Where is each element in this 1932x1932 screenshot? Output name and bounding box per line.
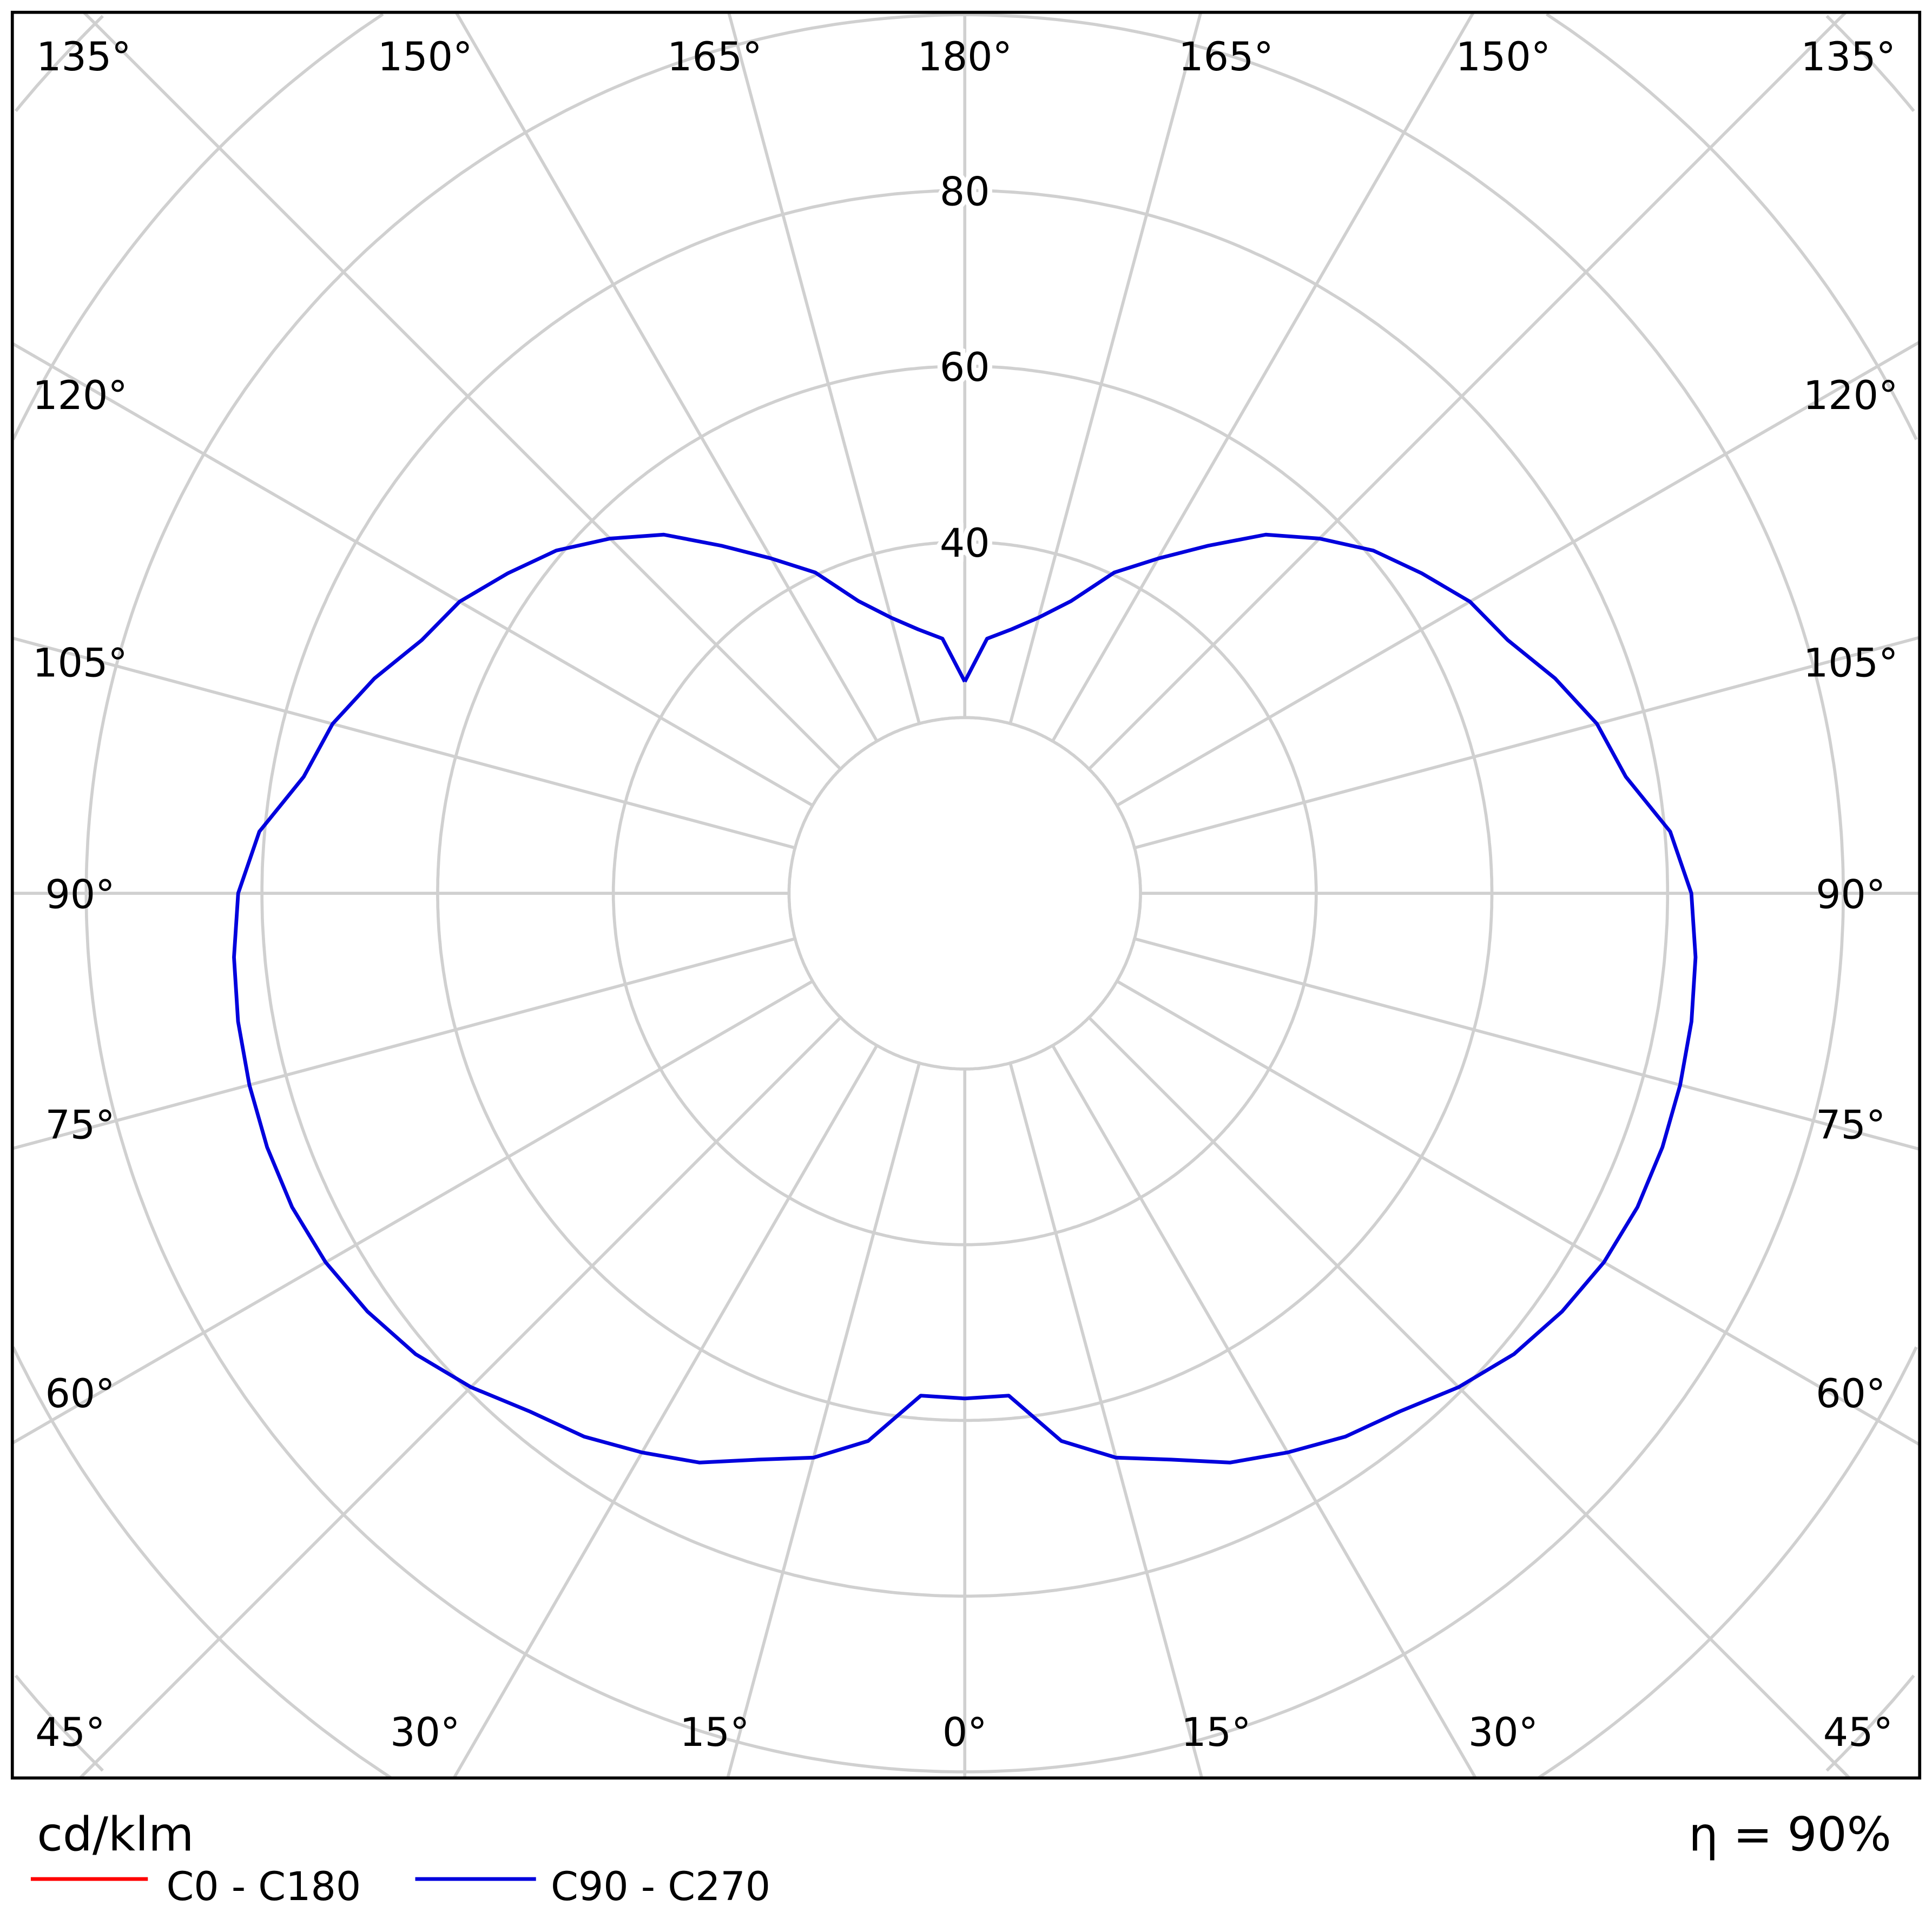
angle-label: 90° <box>1816 872 1885 918</box>
angle-label: 45° <box>1823 1710 1893 1756</box>
angle-label: 30° <box>390 1710 460 1756</box>
grid-circle <box>787 716 1142 1071</box>
angle-label: 165° <box>667 34 762 80</box>
angle-label: 180° <box>917 34 1012 80</box>
grid-spoke <box>727 12 921 724</box>
grid-spoke <box>1134 937 1920 1151</box>
angle-label: 105° <box>32 640 128 686</box>
legend-label-c0-c180: C0 - C180 <box>166 1864 361 1910</box>
grid-spoke <box>1116 340 1921 807</box>
grid-spoke <box>452 1044 879 1779</box>
grid-spoke <box>12 636 796 849</box>
angle-label: 165° <box>1178 34 1274 80</box>
grid-spoke <box>1051 11 1475 742</box>
efficiency-label: η = 90% <box>1689 1808 1891 1862</box>
polar-grid <box>11 11 1921 1779</box>
grid-spoke <box>1008 12 1203 724</box>
angle-label: 120° <box>1803 373 1898 419</box>
angle-label: 75° <box>45 1102 115 1148</box>
grid-circle <box>14 15 1915 1772</box>
grid-spoke <box>1116 980 1921 1446</box>
angle-label: 90° <box>45 872 115 918</box>
grid-spoke <box>11 342 814 807</box>
angle-label: 60° <box>45 1371 115 1417</box>
grid-spoke <box>1134 636 1920 849</box>
angle-label: 45° <box>35 1710 105 1756</box>
grid-spoke <box>12 937 796 1150</box>
angle-label: 150° <box>378 34 473 80</box>
grid-spoke <box>454 11 879 742</box>
grid-spoke <box>82 11 842 770</box>
grid-spoke <box>1087 11 1847 770</box>
angle-label: 15° <box>680 1710 749 1756</box>
grid-spoke <box>79 1016 842 1779</box>
unit-label: cd/klm <box>37 1808 194 1862</box>
plot-frame <box>10 10 1922 1780</box>
curves <box>232 532 1698 1465</box>
angle-label: 150° <box>1456 34 1551 80</box>
angle-label: 135° <box>36 34 131 80</box>
angle-label: 120° <box>32 373 128 419</box>
labels: 40 60 80 135° 150° 165° 180° 165° 150° 135° 45° 30°… <box>32 34 1898 1756</box>
angle-label: 105° <box>1803 640 1898 686</box>
series-line-c90-c270 <box>232 532 1698 1465</box>
angle-label: 60° <box>1816 1371 1885 1417</box>
grid-spoke <box>11 980 814 1445</box>
grid-spoke <box>1008 1063 1204 1779</box>
grid-circle <box>11 12 1918 1779</box>
radial-tick-label: 60 <box>940 345 990 391</box>
radial-tick-label: 40 <box>940 520 990 566</box>
angle-label: 15° <box>1181 1710 1251 1756</box>
grid-spoke <box>1087 1016 1851 1779</box>
radial-tick-label: 80 <box>940 169 990 215</box>
grid-spoke <box>1051 1044 1477 1779</box>
angle-label: 135° <box>1801 34 1896 80</box>
angle-label: 30° <box>1468 1710 1538 1756</box>
grid-spoke <box>726 1063 921 1779</box>
angle-label: 75° <box>1816 1102 1885 1148</box>
legend-label-c90-c270: C90 - C270 <box>551 1864 770 1910</box>
angle-label: 0° <box>942 1710 987 1756</box>
